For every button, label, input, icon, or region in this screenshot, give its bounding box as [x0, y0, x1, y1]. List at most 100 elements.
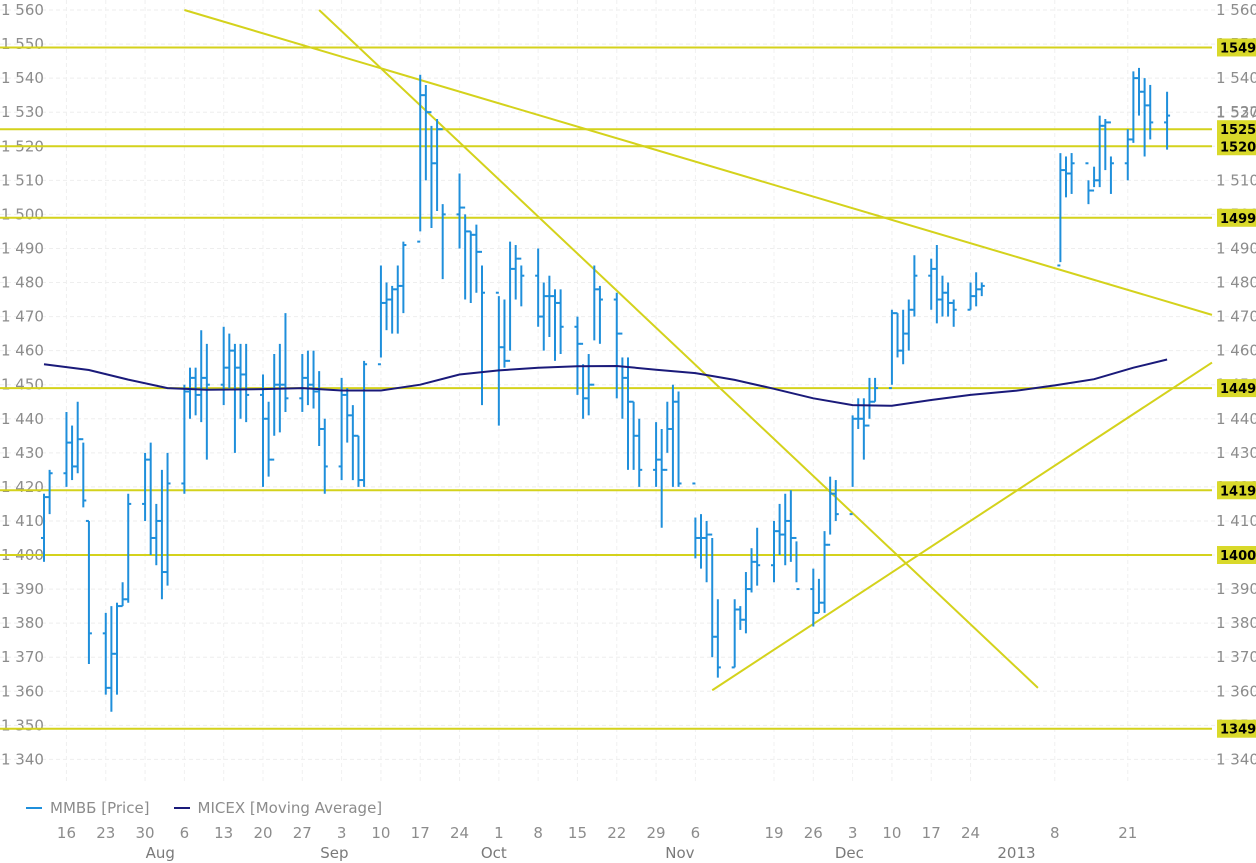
ohlc-bar: [1063, 156, 1069, 198]
x-month-label: Nov: [665, 844, 694, 862]
x-tick-label: 6: [180, 824, 190, 842]
ohlc-bar: [771, 520, 777, 583]
x-tick-label: 24: [450, 824, 469, 842]
ohlc-bar: [855, 398, 862, 429]
y-tick-label-right: 1 430: [1216, 444, 1256, 462]
ohlc-bar: [231, 343, 238, 453]
legend-item-moving-average[interactable]: MICEX [Moving Average]: [173, 799, 383, 817]
y-tick-label-left: 1 480: [1, 274, 44, 292]
ohlc-bar: [473, 224, 480, 293]
legend-label-moving-average: MICEX [Moving Average]: [197, 799, 383, 817]
ohlc-bar: [782, 493, 789, 566]
ohlc-bar: [304, 350, 311, 406]
ohlc-bar: [703, 520, 710, 583]
ohlc-bar: [596, 285, 603, 344]
ohlc-bar: [338, 377, 345, 481]
ohlc-bar: [1147, 84, 1154, 140]
y-tick-label-left: 1 380: [1, 614, 44, 632]
ohlc-bar: [557, 289, 564, 355]
legend-swatch-price: [26, 807, 42, 809]
y-tick-label-left: 1 550: [1, 35, 44, 53]
ohlc-bar: [125, 493, 132, 603]
trend-line: [184, 9, 1213, 316]
x-tick-label: 29: [647, 824, 666, 842]
ohlc-bar: [1136, 67, 1142, 116]
y-tick-label-right: 1 460: [1216, 342, 1256, 360]
ohlc-bar: [417, 74, 424, 243]
ohlc-bar: [282, 313, 289, 412]
ohlc-bar: [709, 533, 716, 658]
y-tick-label-right: 1 480: [1216, 274, 1256, 292]
x-tick-label: 24: [961, 824, 980, 842]
ohlc-bar: [742, 572, 749, 634]
x-tick-label: 13: [214, 824, 233, 842]
y-tick-label-right: 1 560: [1216, 1, 1256, 19]
ohlc-bar: [815, 578, 822, 614]
legend-item-price[interactable]: ММВБ [Price]: [26, 799, 150, 817]
x-month-label: Sep: [320, 844, 348, 862]
y-tick-label-left: 1 390: [1, 580, 44, 598]
y-tick-label-right: 1 470: [1216, 308, 1256, 326]
ohlc-bar: [108, 606, 115, 712]
ohlc-bar: [574, 316, 581, 395]
x-month-label: Dec: [835, 844, 864, 862]
ohlc-bar: [495, 291, 502, 426]
ohlc-bar: [625, 357, 631, 470]
ohlc-bar: [939, 275, 946, 317]
ohlc-bar: [192, 367, 199, 416]
ohlc-bar: [1124, 129, 1131, 181]
ohlc-bar: [119, 582, 126, 608]
y-tick-label-left: 1 440: [1, 410, 44, 428]
ohlc-bar: [613, 292, 620, 399]
x-tick-label: 26: [804, 824, 823, 842]
ohlc-bar: [456, 173, 463, 249]
ohlc-bar: [546, 275, 553, 337]
ohlc-bar: [265, 401, 272, 477]
ohlc-bar: [630, 400, 637, 470]
ohlc-bar: [164, 452, 171, 586]
ohlc-bar: [226, 333, 233, 389]
ohlc-bar: [911, 255, 918, 317]
ohlc-bar: [1102, 119, 1109, 171]
ohlc-bar: [787, 490, 794, 562]
x-tick-label: 10: [882, 824, 901, 842]
grid: [0, 0, 1256, 783]
ohlc-bar: [518, 257, 525, 307]
ohlc-bar: [653, 422, 660, 487]
ohlc-bar: [394, 265, 401, 334]
ohlc-bar: [872, 377, 879, 403]
ohlc-bar: [462, 206, 469, 300]
y-tick-label-left: 1 560: [1, 1, 44, 19]
ohlc-bar: [821, 531, 828, 613]
ohlc-bar: [849, 415, 856, 516]
x-tick-label: 21: [1118, 824, 1137, 842]
y-tick-label-right: 1 490: [1216, 239, 1256, 257]
level-badge-label: 1449: [1220, 382, 1256, 397]
ohlc-bar: [585, 354, 592, 416]
ohlc-bar: [344, 388, 351, 443]
price-marker-label: 1 527: [1216, 103, 1256, 121]
ohlc-bar: [377, 265, 384, 366]
ohlc-bar: [102, 612, 109, 695]
ohlc-bar: [731, 599, 738, 669]
ohlc-bar: [827, 476, 834, 546]
ohlc-bar: [1107, 121, 1114, 194]
ohlc-bar: [692, 482, 699, 559]
y-tick-label-right: 1 440: [1216, 410, 1256, 428]
legend-label-price: ММВБ [Price]: [50, 799, 150, 817]
x-tick-label: 17: [922, 824, 941, 842]
y-tick-label-right: 1 340: [1216, 750, 1256, 768]
ohlc-bar: [540, 282, 547, 351]
ohlc-bar: [978, 282, 985, 297]
ohlc-bar: [400, 241, 407, 314]
ohlc-bar: [675, 391, 682, 487]
ohlc-bar: [866, 377, 873, 427]
x-month-label: Aug: [146, 844, 175, 862]
ohlc-bar: [905, 299, 912, 351]
ohlc-bar: [237, 343, 244, 419]
x-tick-label: 17: [411, 824, 430, 842]
ohlc-bar: [591, 265, 598, 386]
x-tick-label: 15: [568, 824, 587, 842]
ohlc-bar: [1130, 71, 1137, 143]
